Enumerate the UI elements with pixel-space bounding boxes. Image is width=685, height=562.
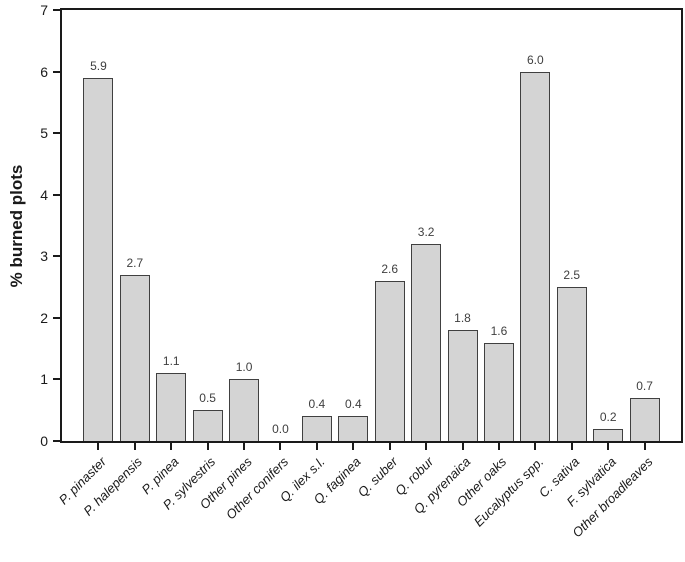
y-axis-tick-label: 3 [40, 248, 48, 265]
y-axis-tick-label: 0 [40, 433, 48, 449]
y-axis-tick [53, 9, 60, 11]
bar [483, 342, 514, 441]
x-axis-category-label-text: Q. suber [354, 454, 401, 500]
bar-value-label: 1.8 [454, 311, 471, 326]
x-axis-tick [206, 443, 209, 450]
x-axis-tick [170, 443, 173, 450]
y-axis-tick [53, 316, 60, 319]
plot-area: 0 1 2 3 4 5 6 7 5.9 P. pinaster 2.7 P. halepensis 1.… [40, 3, 683, 540]
bar-value-label: 0.7 [636, 378, 653, 393]
bar-value-label: 6.0 [527, 52, 544, 67]
bar-value-label: 1.0 [235, 360, 253, 375]
x-axis-tick [643, 443, 646, 450]
x-axis-tick [97, 443, 100, 450]
bar [119, 274, 150, 441]
bar-value-label: 0.4 [344, 397, 362, 412]
bar-value-label: 2.5 [563, 268, 581, 283]
x-axis-tick [534, 443, 537, 450]
y-axis-title: % burned plots [7, 164, 26, 288]
y-axis-tick-label: 1 [40, 371, 48, 388]
bar [556, 287, 587, 441]
bar [156, 373, 187, 441]
y-axis-tick-label: 6 [40, 63, 48, 80]
bar [229, 379, 260, 441]
bar [411, 243, 442, 441]
bar-value-label: 0.2 [599, 409, 617, 424]
bar [593, 428, 624, 441]
y-axis-tick [53, 70, 60, 73]
bar-value-label: 3.2 [417, 224, 435, 239]
x-axis-tick [243, 443, 246, 450]
bar-value-label: 0.5 [199, 391, 216, 406]
x-axis-tick [570, 443, 573, 450]
x-axis-tick [133, 443, 136, 450]
x-axis-tick [315, 443, 318, 450]
bar-value-label: 1.6 [490, 323, 508, 338]
x-axis-tick [461, 443, 464, 450]
x-axis-tick [352, 443, 355, 450]
bar-value-label: 1.1 [162, 354, 180, 369]
y-axis-tick [53, 132, 60, 135]
bar [338, 416, 369, 441]
y-axis-tick [53, 440, 60, 442]
bar-value-label: 0.0 [272, 422, 289, 436]
bar [374, 280, 405, 441]
y-axis-tick [53, 378, 60, 381]
x-axis-tick [425, 443, 428, 450]
bar [629, 397, 660, 441]
x-axis-tick [607, 443, 610, 450]
bar [83, 77, 114, 441]
y-axis-tick [53, 255, 60, 258]
y-axis-tick [53, 193, 60, 196]
bar-value-label: 5.9 [90, 58, 107, 73]
x-axis-tick [388, 443, 391, 450]
x-axis-tick [279, 443, 282, 450]
y-axis-tick-label: 7 [40, 2, 48, 18]
bar [520, 71, 551, 441]
y-axis-tick-label: 2 [40, 309, 48, 326]
bar [447, 330, 478, 441]
bar-value-label: 2.7 [126, 255, 144, 270]
bar [192, 410, 223, 441]
x-axis-tick [497, 443, 500, 450]
bar-value-label: 2.6 [381, 261, 399, 276]
y-axis-tick-label: 4 [40, 186, 48, 203]
y-axis-tick-label: 5 [40, 125, 48, 142]
bar-value-label: 0.4 [308, 397, 326, 412]
bar [301, 416, 332, 441]
